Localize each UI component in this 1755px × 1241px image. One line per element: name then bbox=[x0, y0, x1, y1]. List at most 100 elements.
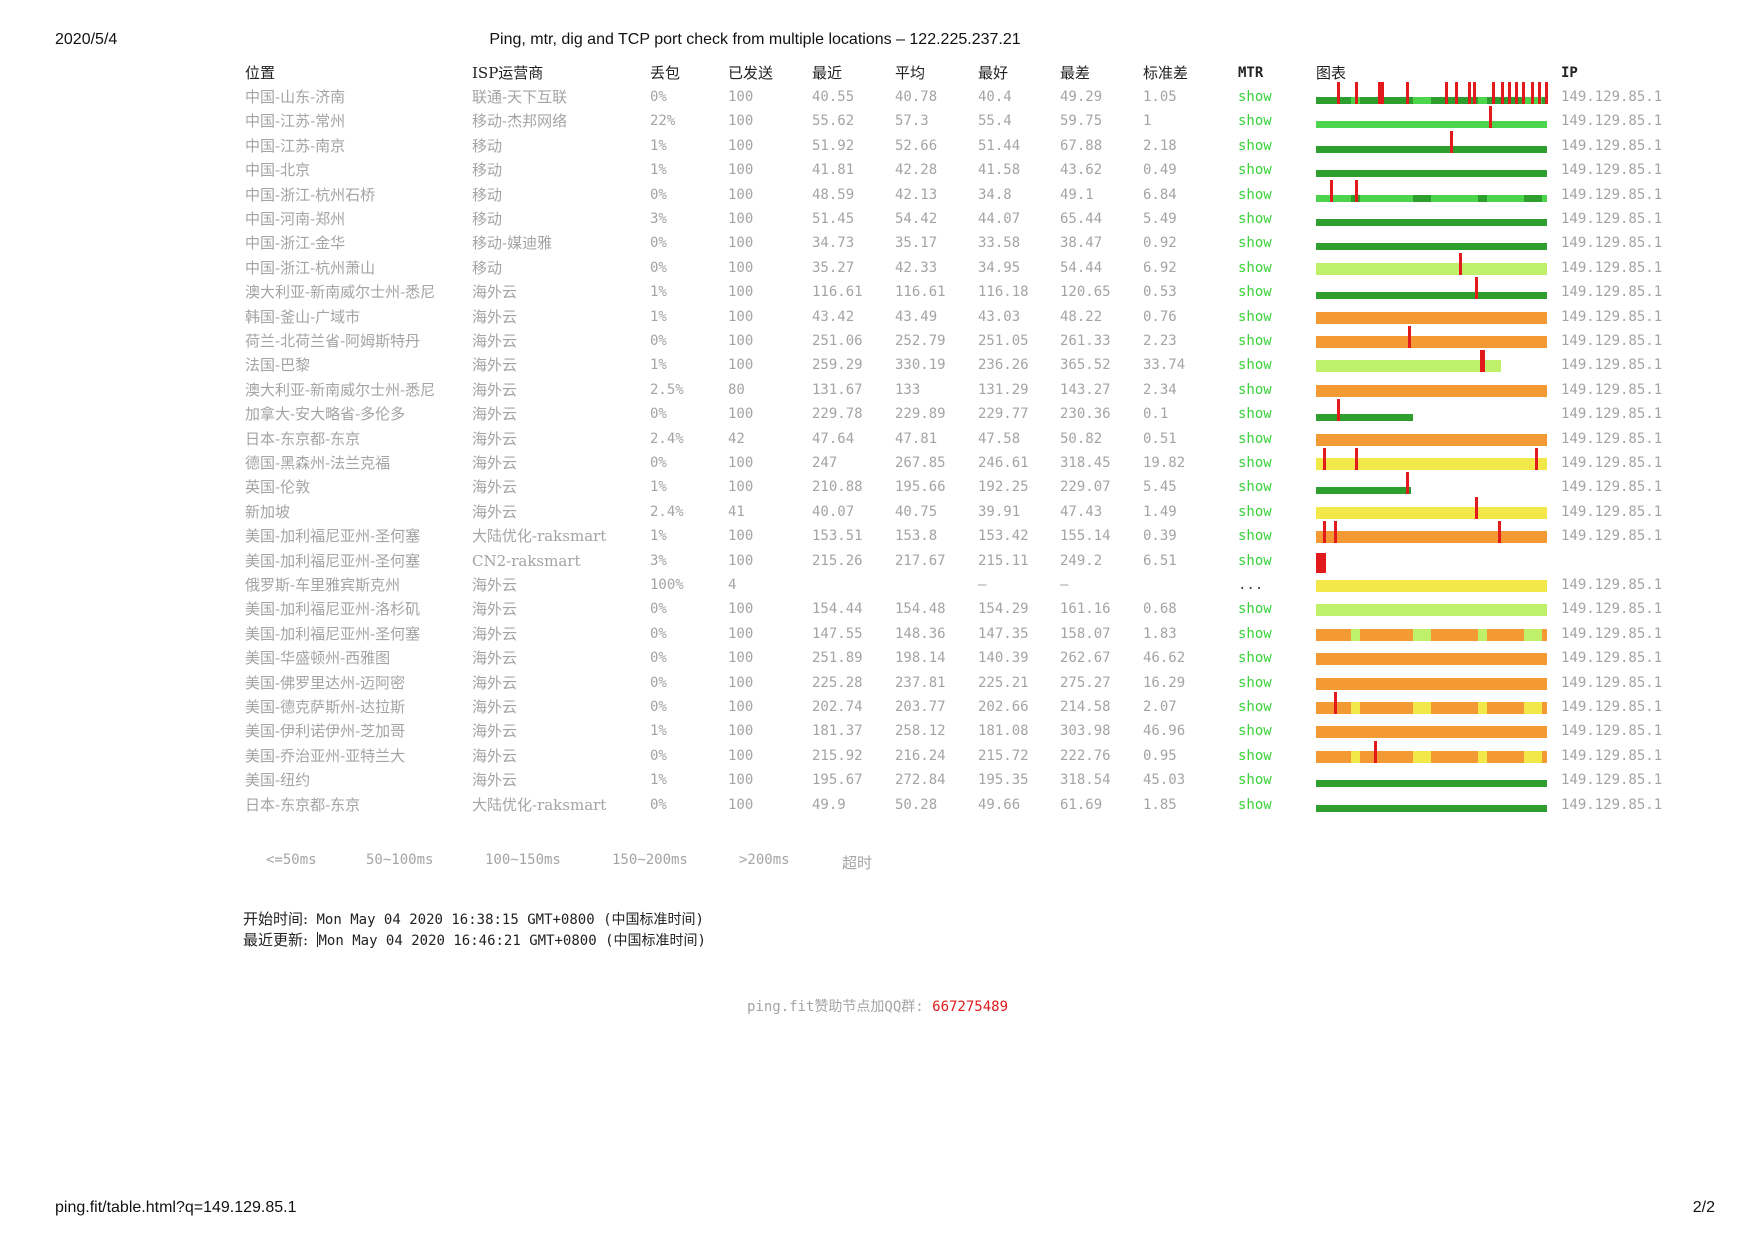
mtr-link[interactable]: show bbox=[1238, 333, 1272, 349]
table-row: 日本-东京都-东京 大陆优化-raksmart 0% 100 49.9 50.28 49.6… bbox=[245, 793, 1675, 817]
mtr-link[interactable]: show bbox=[1238, 747, 1272, 764]
best-cell: 140.39 bbox=[978, 650, 1029, 667]
latency-bar bbox=[1316, 780, 1547, 788]
worst-cell: 48.22 bbox=[1060, 308, 1103, 325]
mtr-link[interactable]: show bbox=[1238, 308, 1272, 325]
ip-cell: 149.129.85.1 bbox=[1561, 601, 1663, 618]
mtr-link[interactable]: show bbox=[1238, 552, 1272, 569]
table-row: 美国-华盛顿州-西雅图 海外云 0% 100 251.89 198.14 140.39 262… bbox=[245, 646, 1675, 670]
mtr-link[interactable]: show bbox=[1238, 772, 1272, 789]
mtr-link[interactable]: show bbox=[1238, 211, 1272, 227]
stdev-cell: 33.74 bbox=[1143, 357, 1186, 374]
packet-loss-spike bbox=[1323, 521, 1326, 544]
table-row: 中国-北京 移动 1% 100 41.81 42.28 41.58 43.62 0.49 show… bbox=[245, 158, 1675, 182]
avg-cell: 229.89 bbox=[895, 406, 946, 423]
packet-loss-spike bbox=[1535, 448, 1538, 470]
mtr-link[interactable]: show bbox=[1238, 89, 1272, 105]
isp-cell: 大陆优化-raksmart bbox=[472, 527, 607, 546]
latency-chart bbox=[1316, 797, 1547, 815]
qq-group-number[interactable]: 667275489 bbox=[932, 999, 1008, 1015]
best-cell: 215.72 bbox=[978, 747, 1029, 764]
mtr-link[interactable]: show bbox=[1238, 235, 1272, 252]
isp-cell: 海外云 bbox=[472, 649, 518, 668]
ip-cell: 149.129.85.1 bbox=[1561, 333, 1663, 349]
loss-cell: 0% bbox=[650, 406, 667, 423]
mtr-link[interactable]: show bbox=[1238, 625, 1272, 642]
sent-cell: 100 bbox=[728, 772, 754, 789]
print-url: ping.fit/table.html?q=149.129.85.1 bbox=[55, 1199, 297, 1216]
mtr-link[interactable]: show bbox=[1238, 650, 1272, 667]
sent-cell: 100 bbox=[728, 308, 754, 325]
location-cell: 中国-浙江-杭州石桥 bbox=[245, 185, 376, 204]
mtr-link[interactable]: show bbox=[1238, 186, 1272, 203]
latency-chart bbox=[1316, 521, 1547, 546]
mtr-link[interactable]: show bbox=[1238, 601, 1272, 618]
latency-bar bbox=[1316, 628, 1547, 641]
loss-cell: 0% bbox=[650, 235, 667, 252]
mtr-link[interactable]: show bbox=[1238, 137, 1272, 154]
mtr-link[interactable]: show bbox=[1238, 455, 1272, 471]
stdev-cell: 1.49 bbox=[1143, 503, 1177, 520]
stdev-cell: 2.34 bbox=[1143, 381, 1177, 398]
mtr-link[interactable]: show bbox=[1238, 259, 1272, 276]
table-row: 澳大利亚-新南威尔士州-悉尼 海外云 1% 100 116.61 116.61 116.18… bbox=[245, 277, 1675, 304]
latency-chart bbox=[1316, 162, 1547, 180]
stdev-cell: 19.82 bbox=[1143, 455, 1186, 471]
mtr-link[interactable]: show bbox=[1238, 284, 1272, 301]
table-row: 中国-浙江-金华 移动-媒迪雅 0% 100 34.73 35.17 33.58 38.47 0… bbox=[245, 231, 1675, 255]
last-cell: 116.61 bbox=[812, 284, 863, 301]
sent-cell: 100 bbox=[728, 235, 754, 252]
mtr-link[interactable]: show bbox=[1238, 723, 1272, 740]
mtr-link[interactable]: show bbox=[1238, 357, 1272, 374]
best-cell: 34.95 bbox=[978, 259, 1021, 276]
sent-cell: 41 bbox=[728, 503, 745, 520]
last-cell: 41.81 bbox=[812, 162, 855, 179]
avg-cell: 267.85 bbox=[895, 455, 946, 471]
mtr-link[interactable]: show bbox=[1238, 528, 1272, 545]
mtr-link[interactable]: show bbox=[1238, 699, 1272, 715]
mtr-link[interactable]: show bbox=[1238, 406, 1272, 423]
packet-loss-spike bbox=[1337, 82, 1340, 104]
latency-bar bbox=[1316, 580, 1547, 592]
location-cell: 中国-江苏-常州 bbox=[245, 112, 346, 131]
mtr-link[interactable]: show bbox=[1238, 162, 1272, 179]
mtr-link[interactable]: show bbox=[1238, 674, 1272, 691]
loss-cell: 0% bbox=[650, 650, 667, 667]
avg-cell: 203.77 bbox=[895, 699, 946, 715]
best-cell: 229.77 bbox=[978, 406, 1029, 423]
last-cell: 251.89 bbox=[812, 650, 863, 667]
avg-cell: 42.28 bbox=[895, 162, 938, 179]
mtr-link[interactable]: show bbox=[1238, 430, 1272, 447]
loss-cell: 1% bbox=[650, 723, 667, 740]
best-cell: 51.44 bbox=[978, 137, 1021, 154]
loss-cell: 1% bbox=[650, 162, 667, 179]
packet-loss-spike bbox=[1480, 350, 1483, 373]
avg-cell: 40.78 bbox=[895, 89, 938, 105]
packet-loss-spike bbox=[1381, 82, 1384, 104]
packet-loss-spike bbox=[1515, 82, 1518, 104]
last-cell: 49.9 bbox=[812, 796, 846, 813]
sent-cell: 100 bbox=[728, 479, 754, 496]
mtr-link[interactable]: show bbox=[1238, 479, 1272, 496]
location-cell: 日本-东京都-东京 bbox=[245, 795, 361, 814]
stdev-cell: 6.51 bbox=[1143, 552, 1177, 569]
worst-cell: 38.47 bbox=[1060, 235, 1103, 252]
ip-cell: 149.129.85.1 bbox=[1561, 308, 1663, 325]
location-cell: 美国-德克萨斯州-达拉斯 bbox=[245, 698, 406, 716]
mtr-link[interactable]: show bbox=[1238, 503, 1272, 520]
worst-cell: 120.65 bbox=[1060, 284, 1111, 301]
stdev-cell: 2.07 bbox=[1143, 699, 1177, 715]
stdev-cell: 0.53 bbox=[1143, 284, 1177, 301]
start-time-value: Mon May 04 2020 16:38:15 GMT+0800 (中国标准时… bbox=[316, 912, 704, 928]
isp-cell: 移动 bbox=[472, 161, 503, 180]
last-cell: 55.62 bbox=[812, 113, 855, 130]
mtr-link[interactable]: show bbox=[1238, 113, 1272, 130]
mtr-link[interactable]: show bbox=[1238, 381, 1272, 398]
packet-loss-spike bbox=[1475, 277, 1478, 300]
isp-cell: 海外云 bbox=[472, 332, 518, 350]
sent-cell: 100 bbox=[728, 552, 754, 569]
mtr-link[interactable]: show bbox=[1238, 796, 1272, 813]
mtr-link[interactable]: ... bbox=[1238, 577, 1264, 593]
latency-bar bbox=[1316, 145, 1547, 153]
latency-chart bbox=[1316, 350, 1547, 375]
